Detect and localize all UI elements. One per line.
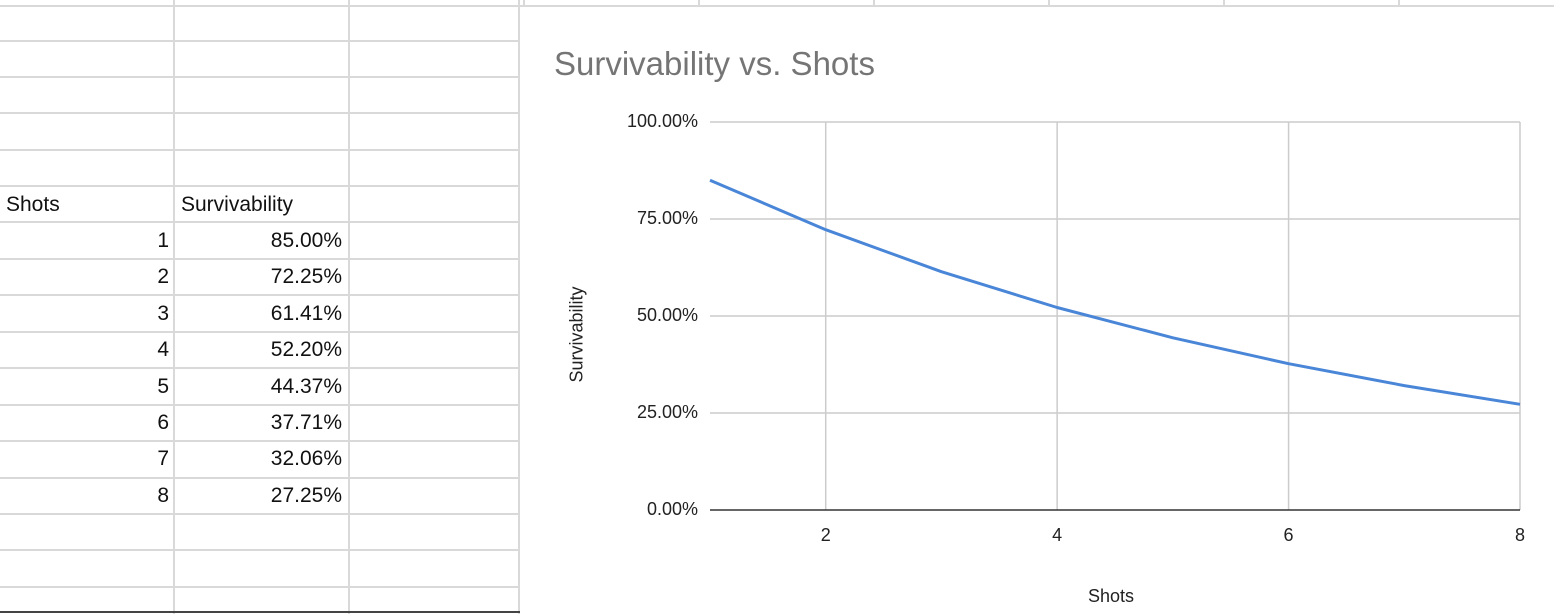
row-divider — [0, 440, 520, 442]
column-divider — [173, 0, 175, 614]
cell-shots[interactable]: 6 — [157, 411, 169, 434]
column-divider — [873, 0, 875, 7]
cell-shots[interactable]: 2 — [157, 265, 169, 289]
cell-survivability[interactable]: 32.06% — [270, 447, 342, 471]
series-line-survivability — [709, 178, 1521, 406]
cell-shots[interactable]: 3 — [157, 301, 169, 325]
header-cell-survivability[interactable]: Survivability — [181, 193, 294, 216]
cell-survivability[interactable]: 72.25% — [270, 265, 342, 289]
column-divider — [348, 0, 350, 614]
x-tick-label: 8 — [1514, 525, 1525, 545]
chart-canvas — [709, 121, 1521, 511]
row-divider — [0, 513, 520, 515]
x-tick-label: 2 — [820, 525, 831, 545]
header-cell-shots[interactable]: Shots — [6, 193, 60, 216]
cell-survivability[interactable]: 52.20% — [270, 338, 342, 362]
line-chart[interactable]: Survivability vs. Shots 100.00% 75.00% 50.… — [520, 7, 1554, 614]
row-divider — [0, 76, 520, 78]
cell-shots[interactable]: 8 — [157, 483, 169, 507]
row-divider — [0, 40, 520, 42]
row-divider — [0, 549, 520, 551]
row-divider — [0, 258, 520, 260]
cell-survivability[interactable]: 27.25% — [270, 483, 342, 507]
cell-shots[interactable]: 5 — [157, 374, 169, 398]
column-divider — [1048, 0, 1050, 7]
y-tick-label: 50.00% — [636, 305, 698, 325]
y-tick-label: 100.00% — [626, 111, 698, 131]
column-divider — [698, 0, 700, 7]
column-divider — [518, 0, 520, 614]
y-tick-label: 0.00% — [646, 499, 698, 519]
cell-shots[interactable]: 1 — [157, 229, 169, 252]
row-divider — [0, 185, 520, 187]
cell-shots[interactable]: 7 — [157, 447, 169, 471]
row-divider — [0, 112, 520, 114]
row-divider — [0, 331, 520, 333]
row-divider — [0, 294, 520, 296]
y-tick-label: 25.00% — [636, 402, 698, 422]
row-divider — [0, 149, 520, 151]
chart-title: Survivability vs. Shots — [554, 45, 875, 82]
row-divider — [0, 586, 520, 588]
row-divider — [0, 477, 520, 479]
cell-shots[interactable]: 4 — [157, 338, 169, 362]
x-tick-label: 6 — [1283, 525, 1294, 545]
column-divider — [523, 0, 525, 7]
column-divider — [1398, 0, 1400, 7]
y-tick-label: 75.00% — [636, 208, 698, 228]
column-divider — [1223, 0, 1225, 7]
cell-survivability[interactable]: 44.37% — [270, 374, 342, 398]
cell-survivability[interactable]: 85.00% — [270, 229, 342, 252]
y-axis-label: Survivability — [566, 286, 587, 383]
x-tick-label: 4 — [1052, 525, 1063, 545]
cell-survivability[interactable]: 61.41% — [270, 301, 342, 325]
row-divider — [0, 404, 520, 406]
x-axis-label: Shots — [1088, 586, 1135, 606]
row-divider — [0, 367, 520, 369]
row-divider — [0, 5, 1554, 7]
cell-survivability[interactable]: 37.71% — [270, 411, 342, 434]
row-divider — [0, 221, 520, 223]
